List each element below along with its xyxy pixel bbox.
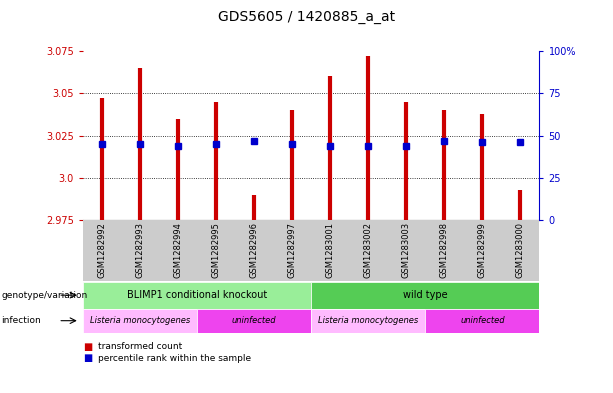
Bar (425, 309, 539, 333)
Text: percentile rank within the sample: percentile rank within the sample (98, 354, 251, 363)
Text: Listeria monocytogenes: Listeria monocytogenes (89, 316, 190, 325)
Text: GSM1282998: GSM1282998 (440, 222, 449, 278)
Text: genotype/variation: genotype/variation (1, 291, 88, 299)
Text: GSM1283002: GSM1283002 (364, 222, 373, 278)
Text: GSM1282992: GSM1282992 (97, 222, 106, 278)
Text: Listeria monocytogenes: Listeria monocytogenes (318, 316, 418, 325)
Bar (83, 282, 311, 309)
Text: uninfected: uninfected (460, 316, 504, 325)
Bar (311, 309, 425, 333)
Text: GSM1282999: GSM1282999 (478, 222, 487, 278)
Text: GDS5605 / 1420885_a_at: GDS5605 / 1420885_a_at (218, 10, 395, 24)
Text: uninfected: uninfected (232, 316, 276, 325)
Text: GSM1282994: GSM1282994 (173, 222, 183, 278)
Text: GSM1282997: GSM1282997 (287, 222, 297, 278)
Text: GSM1282996: GSM1282996 (249, 222, 259, 278)
Text: wild type: wild type (403, 290, 447, 300)
Text: GSM1283001: GSM1283001 (326, 222, 335, 278)
Bar (311, 282, 539, 309)
Text: transformed count: transformed count (98, 342, 182, 351)
Text: ■: ■ (83, 342, 92, 352)
Bar (83, 220, 539, 281)
Text: GSM1282995: GSM1282995 (211, 222, 221, 278)
Text: GSM1282993: GSM1282993 (135, 222, 144, 278)
Text: GSM1283003: GSM1283003 (402, 222, 411, 278)
Text: BLIMP1 conditional knockout: BLIMP1 conditional knockout (127, 290, 267, 300)
Text: GSM1283000: GSM1283000 (516, 222, 525, 278)
Bar (197, 309, 311, 333)
Text: ■: ■ (83, 353, 92, 364)
Bar (83, 309, 197, 333)
Text: infection: infection (1, 316, 41, 325)
